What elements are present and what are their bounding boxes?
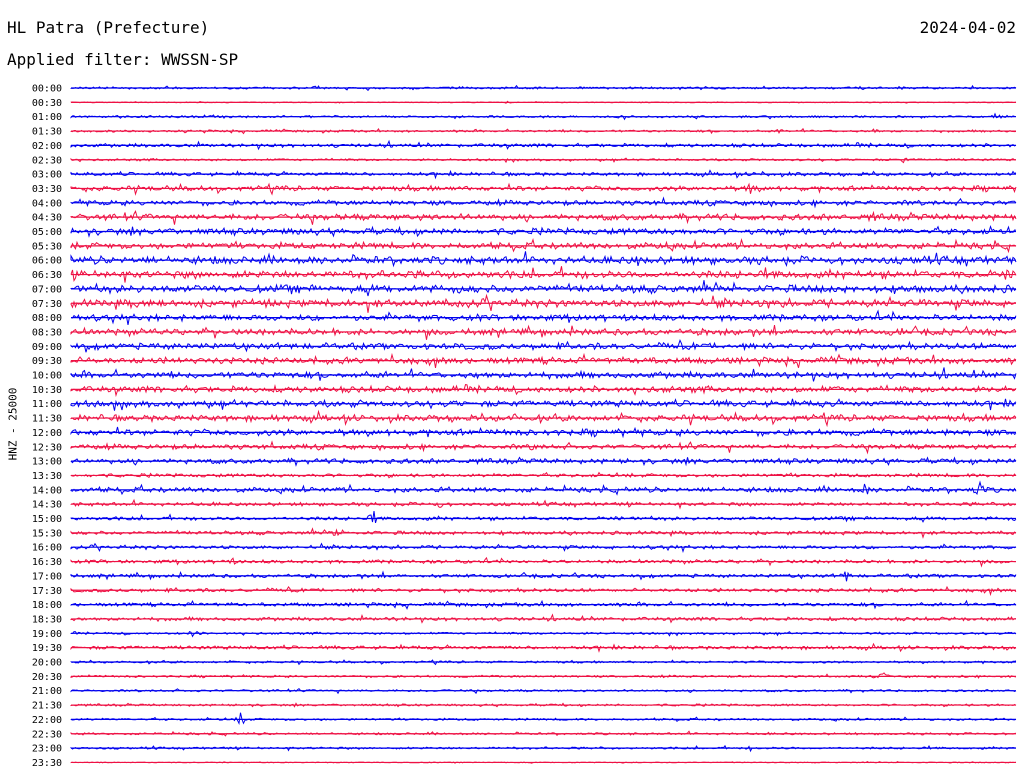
row-label: 15:30: [32, 528, 62, 539]
row-label: 11:30: [32, 414, 62, 425]
row-label: 16:00: [32, 543, 62, 554]
row-label: 07:30: [32, 299, 62, 310]
trace-line-1900: [70, 630, 1017, 638]
row-label: 08:30: [32, 327, 62, 338]
station-title: HL Patra (Prefecture): [7, 18, 210, 37]
row-label: 05:00: [32, 227, 62, 238]
row-label: 23:00: [32, 744, 62, 755]
trace-line-0330: [70, 182, 1017, 196]
row-label: 19:00: [32, 629, 62, 640]
trace-line-1700: [70, 570, 1017, 582]
row-label: 12:30: [32, 442, 62, 453]
row-label: 17:30: [32, 586, 62, 597]
row-label: 11:00: [32, 399, 62, 410]
trace-line-0730: [70, 293, 1017, 313]
row-label: 05:30: [32, 241, 62, 252]
row-label: 20:00: [32, 658, 62, 669]
row-label: 12:00: [32, 428, 62, 439]
trace-line-0700: [70, 280, 1017, 297]
row-label: 13:00: [32, 457, 62, 468]
row-label: 22:30: [32, 729, 62, 740]
row-label: 06:00: [32, 256, 62, 267]
trace-line-0530: [70, 237, 1017, 254]
row-label: 01:30: [32, 127, 62, 138]
row-label: 02:30: [32, 155, 62, 166]
row-label: 16:30: [32, 557, 62, 568]
row-label: 04:30: [32, 213, 62, 224]
row-label: 02:00: [32, 141, 62, 152]
trace-line-0630: [70, 266, 1017, 283]
filter-label: Applied filter: WWSSN-SP: [7, 50, 239, 69]
trace-line-0930: [70, 352, 1017, 368]
trace-line-1500: [70, 511, 1017, 524]
row-label: 14:00: [32, 485, 62, 496]
row-label: 00:00: [32, 84, 62, 95]
row-label: 13:30: [32, 471, 62, 482]
row-label: 09:00: [32, 342, 62, 353]
row-label: 03:00: [32, 170, 62, 181]
date-label: 2024-04-02: [919, 18, 1016, 37]
trace-line-1100: [70, 398, 1017, 411]
trace-line-0600: [70, 251, 1017, 268]
row-label: 15:00: [32, 514, 62, 525]
row-label: 00:30: [32, 98, 62, 109]
row-label: 18:30: [32, 614, 62, 625]
row-label: 09:30: [32, 356, 62, 367]
trace-line-2030: [70, 672, 1017, 679]
row-label: 10:00: [32, 371, 62, 382]
row-label: 08:00: [32, 313, 62, 324]
row-label: 21:30: [32, 701, 62, 712]
row-label: 06:30: [32, 270, 62, 281]
trace-line-0230: [70, 157, 1016, 164]
row-label: 21:00: [32, 686, 62, 697]
trace-line-0830: [70, 324, 1017, 340]
row-label: 19:30: [32, 643, 62, 654]
trace-line-2200: [70, 712, 1017, 725]
row-label: 17:00: [32, 571, 62, 582]
row-label: 14:30: [32, 500, 62, 511]
row-label: 18:00: [32, 600, 62, 611]
trace-line-0300: [70, 169, 1017, 180]
row-label: 07:00: [32, 284, 62, 295]
row-label: 10:30: [32, 385, 62, 396]
row-label: 04:00: [32, 198, 62, 209]
row-label: 23:30: [32, 758, 62, 769]
row-label: 22:00: [32, 715, 62, 726]
trace-line-0430: [70, 210, 1017, 225]
row-label: 01:00: [32, 112, 62, 123]
row-label: 20:30: [32, 672, 62, 683]
trace-line-1400: [70, 480, 1017, 496]
row-label: 03:30: [32, 184, 62, 195]
